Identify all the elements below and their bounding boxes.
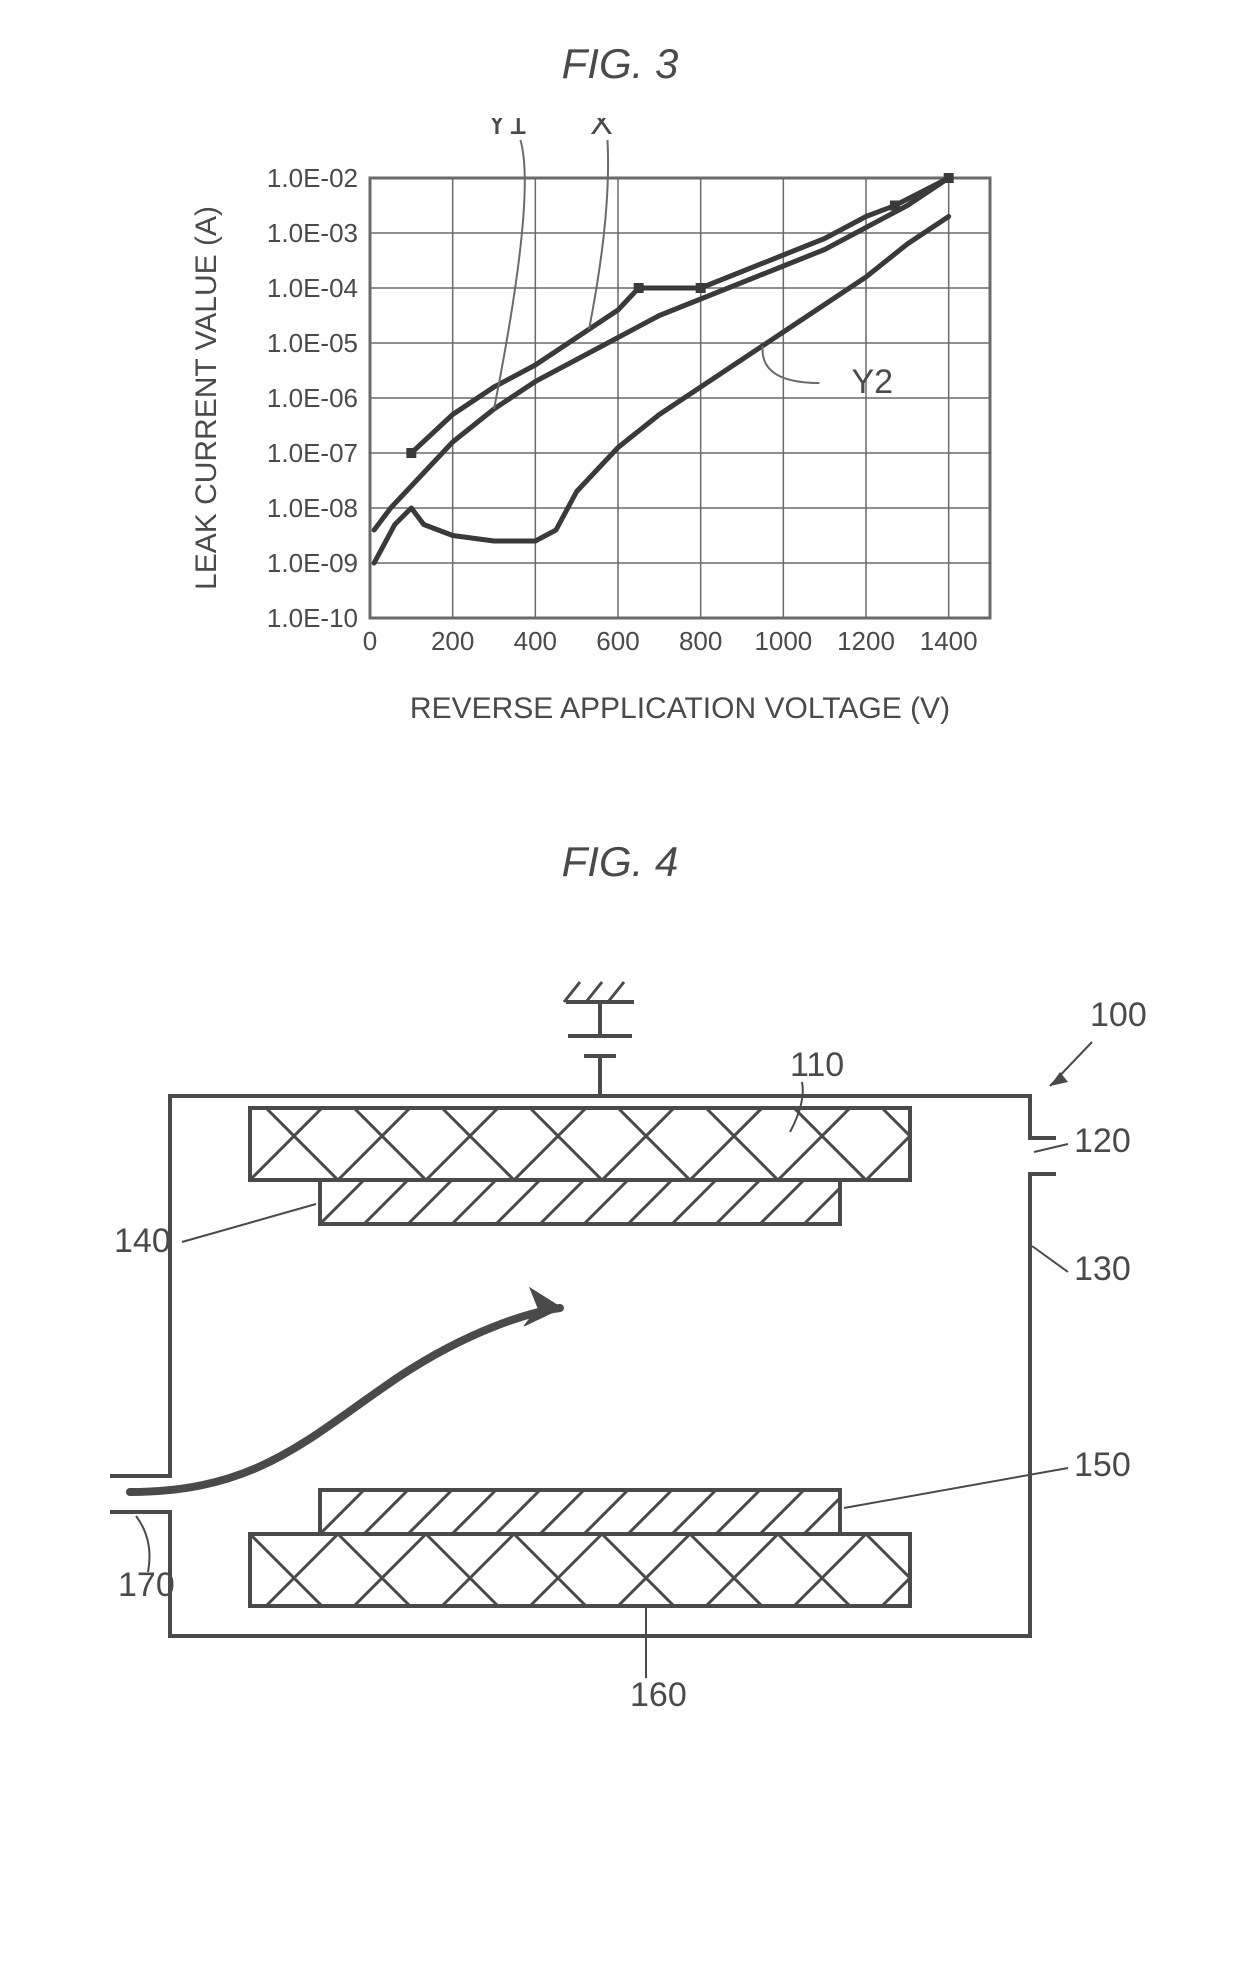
svg-text:1.0E-09: 1.0E-09 [267, 548, 358, 578]
svg-text:1.0E-06: 1.0E-06 [267, 383, 358, 413]
svg-text:1400: 1400 [920, 626, 978, 656]
svg-text:1.0E-02: 1.0E-02 [267, 163, 358, 193]
svg-text:170: 170 [118, 1566, 175, 1604]
svg-text:1.0E-03: 1.0E-03 [267, 218, 358, 248]
svg-text:200: 200 [431, 626, 474, 656]
svg-text:130: 130 [1074, 1250, 1131, 1288]
svg-text:400: 400 [514, 626, 557, 656]
svg-text:REVERSE APPLICATION VOLTAGE (V: REVERSE APPLICATION VOLTAGE (V) [410, 692, 950, 725]
fig4-title: FIG. 4 [20, 838, 1220, 886]
svg-text:1000: 1000 [754, 626, 812, 656]
svg-text:110: 110 [790, 1046, 844, 1084]
svg-text:1.0E-10: 1.0E-10 [267, 603, 358, 633]
svg-text:LEAK CURRENT VALUE (A): LEAK CURRENT VALUE (A) [190, 206, 223, 590]
svg-text:120: 120 [1074, 1122, 1131, 1160]
svg-text:140: 140 [114, 1222, 171, 1260]
svg-text:600: 600 [596, 626, 639, 656]
svg-text:1200: 1200 [837, 626, 895, 656]
fig4-diagram: 100 110 120 130 140 150 160 170 [90, 916, 1150, 1736]
fig3-chart: 0 200 400 600 800 1000 1200 1400 1.0E-10 1.0E-09 1… [170, 118, 1070, 758]
svg-text:X: X [590, 118, 613, 142]
svg-text:1.0E-07: 1.0E-07 [267, 438, 358, 468]
svg-text:Y1: Y1 [486, 118, 528, 142]
svg-text:150: 150 [1074, 1446, 1131, 1484]
svg-text:100: 100 [1090, 996, 1147, 1034]
figure-4: FIG. 4 100 110 120 130 140 150 160 170 [20, 838, 1220, 1736]
svg-text:800: 800 [679, 626, 722, 656]
fig3-title: FIG. 3 [20, 40, 1220, 88]
svg-text:1.0E-08: 1.0E-08 [267, 493, 358, 523]
svg-text:0: 0 [363, 626, 377, 656]
svg-text:1.0E-04: 1.0E-04 [267, 273, 358, 303]
svg-text:Y2: Y2 [851, 363, 893, 401]
fig3-svg: 0 200 400 600 800 1000 1200 1400 1.0E-10 1.0E-09 1… [170, 118, 1070, 758]
svg-text:1.0E-05: 1.0E-05 [267, 328, 358, 358]
figure-3: FIG. 3 0 200 400 600 800 1000 1200 1400 1.0E-10 1… [20, 40, 1220, 758]
fig4-svg: 100 110 120 130 140 150 160 170 [90, 916, 1150, 1736]
svg-text:160: 160 [630, 1676, 687, 1714]
